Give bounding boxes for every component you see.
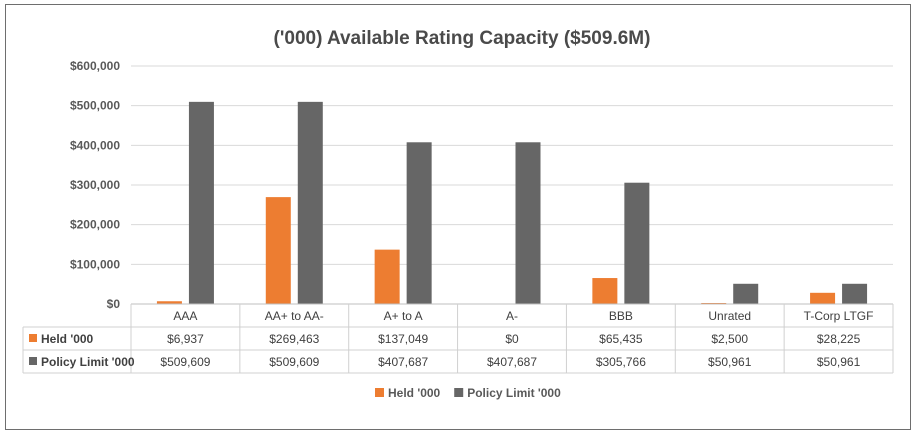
table-cell: $50,961 xyxy=(817,355,861,369)
bar-policy-limit xyxy=(188,101,214,304)
table-row-label: Policy Limit '000 xyxy=(41,355,135,369)
data-table: AAA AA+ to AA- A+ to A A- BBB Unrated T-Corp L… xyxy=(22,303,894,374)
bar-policy-limit xyxy=(733,283,759,304)
table-row-label: Held '000 xyxy=(41,332,94,346)
category-label: AA+ to AA- xyxy=(265,309,324,323)
legend-swatch xyxy=(454,388,464,397)
chart-title: ('000) Available Rating Capacity ($509.6… xyxy=(274,28,651,49)
bar-held xyxy=(810,292,836,304)
legend-label: Held '000 xyxy=(388,386,441,400)
category-label: A- xyxy=(506,309,518,323)
table-cell: $6,937 xyxy=(167,332,204,346)
table-cell: $2,500 xyxy=(711,332,748,346)
table-legend-key xyxy=(29,357,37,365)
table-cell: $137,049 xyxy=(378,332,428,346)
table-cell: $28,225 xyxy=(817,332,861,346)
bar-policy-limit xyxy=(842,283,868,304)
legend: Held '000 Policy Limit '000 xyxy=(375,386,561,400)
table-cell: $0 xyxy=(505,332,519,346)
category-label: AAA xyxy=(173,309,197,323)
category-label: Unrated xyxy=(708,309,751,323)
bar-held xyxy=(592,278,618,304)
y-tick-label: $600,000 xyxy=(70,59,120,73)
table-cell: $509,609 xyxy=(160,355,210,369)
bar-policy-limit xyxy=(406,142,432,304)
bar-held xyxy=(156,301,182,304)
table-cell: $407,687 xyxy=(487,355,537,369)
table-cell: $50,961 xyxy=(708,355,752,369)
table-cell: $269,463 xyxy=(269,332,319,346)
y-axis: $0 $100,000 $200,000 $300,000 $400,000 $500,0… xyxy=(70,59,120,311)
legend-label: Policy Limit '000 xyxy=(467,386,561,400)
table-cell: $305,766 xyxy=(596,355,646,369)
bar-policy-limit xyxy=(515,142,541,304)
y-tick-label: $500,000 xyxy=(70,99,120,113)
table-cell: $65,435 xyxy=(599,332,643,346)
bar-policy-limit xyxy=(297,101,323,304)
gridlines xyxy=(131,65,893,305)
category-label: T-Corp LTGF xyxy=(804,309,874,323)
bars xyxy=(156,101,868,304)
table-cell: $407,687 xyxy=(378,355,428,369)
table-legend-key xyxy=(29,334,37,342)
y-tick-label: $300,000 xyxy=(70,178,120,192)
table-cell: $509,609 xyxy=(269,355,319,369)
y-tick-label: $200,000 xyxy=(70,218,120,232)
bar-held xyxy=(265,197,291,304)
category-label: BBB xyxy=(609,309,633,323)
category-label: A+ to A xyxy=(384,309,423,323)
y-tick-label: $0 xyxy=(107,297,121,311)
bar-policy-limit xyxy=(624,182,650,304)
y-tick-label: $400,000 xyxy=(70,138,120,152)
legend-swatch xyxy=(375,388,384,397)
bar-held xyxy=(374,249,400,304)
y-tick-label: $100,000 xyxy=(70,257,120,271)
